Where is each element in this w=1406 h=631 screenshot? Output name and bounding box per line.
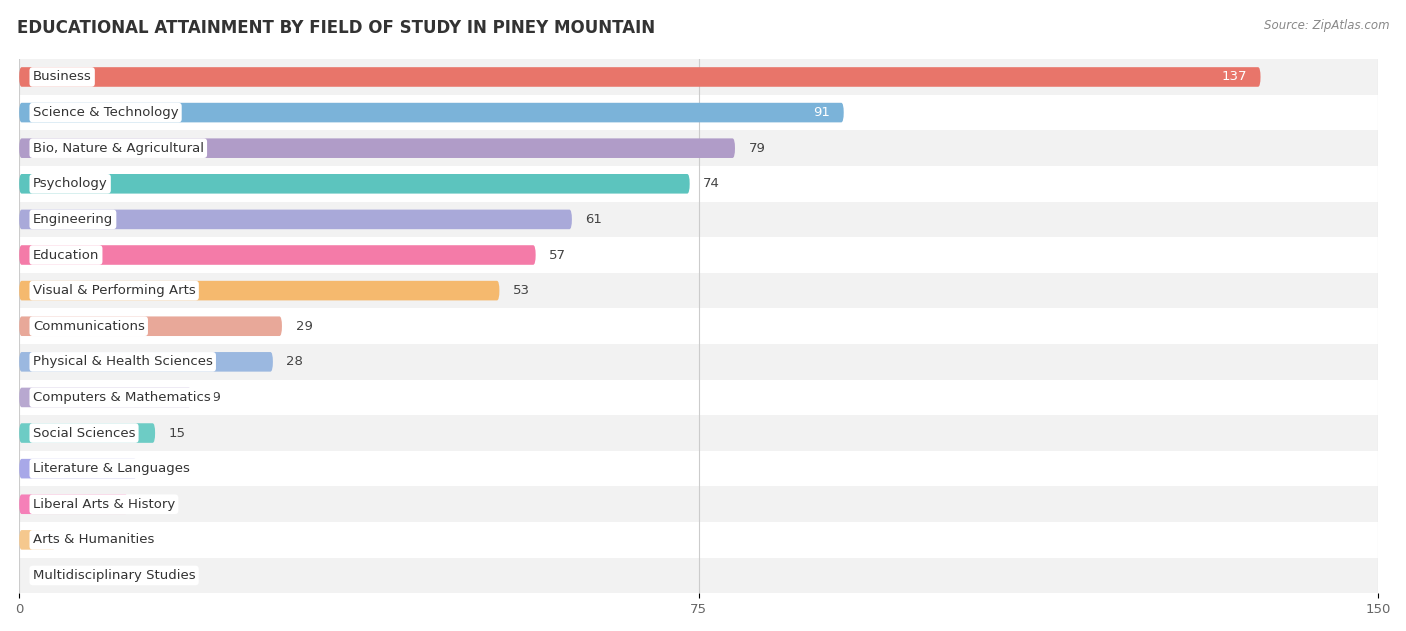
Text: 19: 19 bbox=[205, 391, 222, 404]
FancyBboxPatch shape bbox=[20, 423, 155, 443]
FancyBboxPatch shape bbox=[20, 459, 136, 478]
FancyBboxPatch shape bbox=[20, 352, 273, 372]
Text: 28: 28 bbox=[287, 355, 304, 369]
Bar bbox=[20, 522, 1378, 558]
Text: EDUCATIONAL ATTAINMENT BY FIELD OF STUDY IN PINEY MOUNTAIN: EDUCATIONAL ATTAINMENT BY FIELD OF STUDY… bbox=[17, 19, 655, 37]
Bar bbox=[20, 415, 1378, 451]
Bar bbox=[20, 273, 1378, 309]
Bar bbox=[20, 59, 1378, 95]
Text: 61: 61 bbox=[585, 213, 602, 226]
Text: 53: 53 bbox=[513, 284, 530, 297]
FancyBboxPatch shape bbox=[20, 495, 128, 514]
Text: Communications: Communications bbox=[32, 320, 145, 333]
Text: Social Sciences: Social Sciences bbox=[32, 427, 135, 440]
Text: Physical & Health Sciences: Physical & Health Sciences bbox=[32, 355, 212, 369]
Bar bbox=[20, 487, 1378, 522]
Text: 79: 79 bbox=[748, 142, 765, 155]
Bar bbox=[20, 166, 1378, 201]
Text: Engineering: Engineering bbox=[32, 213, 112, 226]
Text: 57: 57 bbox=[550, 249, 567, 261]
Text: 15: 15 bbox=[169, 427, 186, 440]
Text: 0: 0 bbox=[32, 569, 41, 582]
FancyBboxPatch shape bbox=[20, 174, 690, 194]
FancyBboxPatch shape bbox=[20, 387, 191, 407]
Text: 74: 74 bbox=[703, 177, 720, 191]
FancyBboxPatch shape bbox=[20, 316, 283, 336]
FancyBboxPatch shape bbox=[20, 245, 536, 265]
Text: Business: Business bbox=[32, 71, 91, 83]
Text: Science & Technology: Science & Technology bbox=[32, 106, 179, 119]
Bar bbox=[20, 201, 1378, 237]
Text: 91: 91 bbox=[813, 106, 830, 119]
Text: Arts & Humanities: Arts & Humanities bbox=[32, 533, 155, 546]
Text: Multidisciplinary Studies: Multidisciplinary Studies bbox=[32, 569, 195, 582]
Bar bbox=[20, 344, 1378, 380]
Text: 13: 13 bbox=[150, 462, 167, 475]
Text: Liberal Arts & History: Liberal Arts & History bbox=[32, 498, 174, 510]
Text: 12: 12 bbox=[142, 498, 159, 510]
FancyBboxPatch shape bbox=[20, 281, 499, 300]
Text: Source: ZipAtlas.com: Source: ZipAtlas.com bbox=[1264, 19, 1389, 32]
FancyBboxPatch shape bbox=[20, 530, 55, 550]
Bar bbox=[20, 380, 1378, 415]
Text: Psychology: Psychology bbox=[32, 177, 107, 191]
Text: Visual & Performing Arts: Visual & Performing Arts bbox=[32, 284, 195, 297]
FancyBboxPatch shape bbox=[20, 67, 1261, 87]
FancyBboxPatch shape bbox=[20, 103, 844, 122]
Bar bbox=[20, 451, 1378, 487]
Text: Literature & Languages: Literature & Languages bbox=[32, 462, 190, 475]
FancyBboxPatch shape bbox=[20, 138, 735, 158]
Bar bbox=[20, 131, 1378, 166]
Text: Bio, Nature & Agricultural: Bio, Nature & Agricultural bbox=[32, 142, 204, 155]
Bar bbox=[20, 558, 1378, 593]
Bar bbox=[20, 95, 1378, 131]
Text: 29: 29 bbox=[295, 320, 312, 333]
Bar bbox=[20, 309, 1378, 344]
Text: Computers & Mathematics: Computers & Mathematics bbox=[32, 391, 211, 404]
Bar bbox=[20, 237, 1378, 273]
Text: 137: 137 bbox=[1222, 71, 1247, 83]
Text: 4: 4 bbox=[69, 533, 77, 546]
FancyBboxPatch shape bbox=[20, 209, 572, 229]
Text: Education: Education bbox=[32, 249, 100, 261]
